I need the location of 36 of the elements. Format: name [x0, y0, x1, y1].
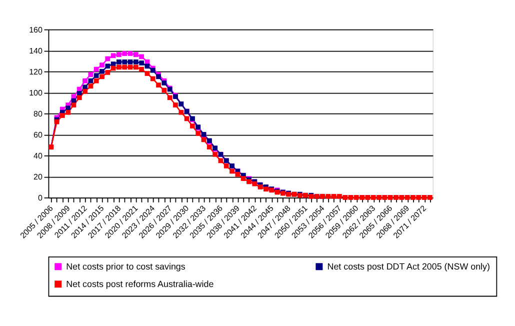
point: [116, 59, 122, 64]
point: [105, 56, 110, 62]
point: [116, 52, 122, 58]
point: [94, 73, 99, 78]
y-tick-label: 140: [29, 46, 43, 56]
y-tick-label: 160: [29, 25, 43, 34]
y-tick-label: 40: [34, 152, 43, 161]
legend-label: Net costs post DDT Act 2005 (NSW only): [327, 261, 490, 272]
point: [66, 106, 71, 111]
point: [133, 52, 138, 58]
y-tick-label: 100: [29, 88, 43, 98]
point: [139, 60, 144, 66]
point: [139, 54, 144, 60]
y-tick-label: 20: [34, 172, 43, 182]
point: [82, 84, 88, 90]
point: [128, 51, 133, 56]
legend-label: Net costs post reforms Australia-wide: [66, 278, 214, 289]
point: [128, 59, 133, 64]
point: [105, 64, 110, 69]
point: [122, 59, 128, 64]
point: [88, 78, 94, 84]
y-tick-label: 0: [38, 194, 43, 203]
point: [100, 62, 104, 68]
y-tick-label: 120: [29, 68, 43, 77]
point: [110, 53, 116, 58]
point: [144, 64, 150, 69]
point: [88, 72, 94, 77]
point: [94, 66, 99, 72]
point: [133, 59, 138, 64]
y-tick-label: 80: [34, 110, 43, 119]
point: [122, 51, 128, 56]
point: [100, 68, 104, 74]
point: [82, 78, 88, 84]
point: [156, 74, 161, 80]
legend-label: Net costs prior to cost savings: [66, 261, 186, 272]
y-tick-label: 60: [34, 130, 43, 140]
